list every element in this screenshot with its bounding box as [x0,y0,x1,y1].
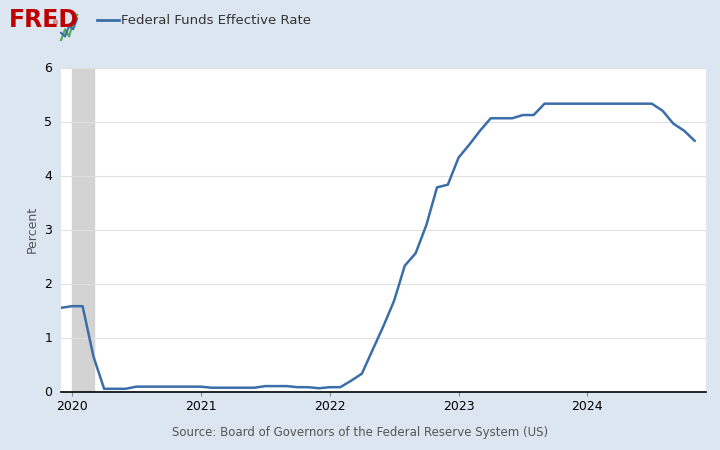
Text: FRED: FRED [9,8,79,32]
Text: ®: ® [52,20,59,27]
Text: Source: Board of Governors of the Federal Reserve System (US): Source: Board of Governors of the Federa… [172,426,548,439]
Bar [72,68,94,392]
Y-axis label: Percent: Percent [26,206,39,253]
Text: Federal Funds Effective Rate: Federal Funds Effective Rate [121,14,311,27]
